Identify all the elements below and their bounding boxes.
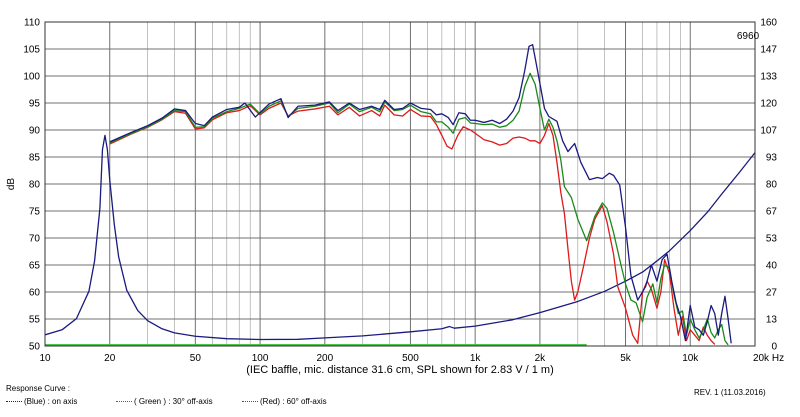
x-axis-ticks: 10 20 50 100 200 500 1k 2k 5k 10k 20k bbox=[39, 353, 770, 364]
legend-item-blue: (Blue) : on axis bbox=[6, 397, 77, 406]
y-tick-label: 65 bbox=[29, 261, 41, 272]
y-axis-ticks: 50 55 60 65 70 75 80 85 90 95 100 105 110 bbox=[23, 18, 40, 353]
y2-tick-label: 120 bbox=[760, 99, 777, 110]
y-tick-label: 100 bbox=[23, 72, 40, 83]
y2-tick-label: 27 bbox=[766, 288, 778, 299]
y2-tick-label: 93 bbox=[766, 153, 778, 164]
y2-tick-label: 53 bbox=[766, 234, 778, 245]
footer-revision: REV. 1 (11.03.2016) bbox=[694, 388, 766, 397]
x-tick-label: 500 bbox=[402, 353, 419, 364]
series-line-3 bbox=[45, 134, 755, 341]
y2-tick-label: 13 bbox=[766, 315, 778, 326]
legend-item-green: ( Green ) : 30° off-axis bbox=[116, 397, 213, 406]
y-tick-label: 110 bbox=[24, 18, 40, 29]
grid-major bbox=[45, 22, 755, 346]
y-tick-label: 75 bbox=[29, 207, 41, 218]
y2-axis-ticks: 0 13 27 40 53 67 80 93 107 120 133 147 160 bbox=[760, 18, 777, 353]
y2-tick-label: 107 bbox=[760, 126, 777, 137]
x-tick-label: 20 bbox=[104, 353, 116, 364]
y2-tick-label: 160 bbox=[760, 18, 777, 29]
series-line-2 bbox=[109, 102, 716, 345]
legend-swatch-green bbox=[116, 401, 132, 403]
series-line-0 bbox=[109, 44, 732, 344]
y2-tick-label: 40 bbox=[766, 261, 778, 272]
y-tick-label: 95 bbox=[29, 99, 41, 110]
y-tick-label: 90 bbox=[29, 126, 41, 137]
legend-label-green: ( Green ) : 30° off-axis bbox=[134, 397, 213, 406]
x-tick-label: 100 bbox=[252, 353, 269, 364]
legend-label-red: (Red) : 60° off-axis bbox=[260, 397, 327, 406]
y2-tick-label: 133 bbox=[760, 72, 777, 83]
x-unit-label: Hz bbox=[772, 353, 784, 364]
y-tick-label: 70 bbox=[29, 234, 41, 245]
x-tick-label: 10 bbox=[39, 353, 51, 364]
legend-swatch-blue bbox=[6, 401, 22, 403]
plot-frame bbox=[44, 21, 756, 347]
footer-heading: Response Curve : bbox=[6, 384, 71, 393]
y2-tick-label: 67 bbox=[766, 207, 778, 218]
y2-tick-label: 0 bbox=[771, 342, 777, 353]
x-axis-caption: (IEC baffle, mic. distance 31.6 cm, SPL … bbox=[246, 364, 554, 376]
legend-label-blue: (Blue) : on axis bbox=[24, 397, 78, 406]
y-tick-label: 105 bbox=[23, 45, 40, 56]
legend-swatch-red bbox=[242, 401, 258, 403]
x-tick-label: 20k bbox=[753, 353, 770, 364]
y-tick-label: 80 bbox=[29, 180, 41, 191]
y2-tick-label: 147 bbox=[760, 45, 777, 56]
x-tick-label: 2k bbox=[535, 353, 547, 364]
x-tick-label: 200 bbox=[316, 353, 333, 364]
x-tick-label: 10k bbox=[682, 353, 699, 364]
x-tick-label: 5k bbox=[620, 353, 632, 364]
x-tick-label: 1k bbox=[470, 353, 482, 364]
y-tick-label: 55 bbox=[29, 315, 41, 326]
legend-item-red: (Red) : 60° off-axis bbox=[242, 397, 327, 406]
corner-tag: 0969 bbox=[736, 29, 759, 40]
x-tick-label: 50 bbox=[190, 353, 202, 364]
y-tick-label: 85 bbox=[29, 153, 41, 164]
y-tick-label: 60 bbox=[29, 288, 41, 299]
y-axis-title: dB bbox=[6, 178, 17, 191]
series-layer bbox=[45, 44, 755, 346]
y2-tick-label: 80 bbox=[766, 180, 778, 191]
y-tick-label: 50 bbox=[29, 342, 41, 353]
